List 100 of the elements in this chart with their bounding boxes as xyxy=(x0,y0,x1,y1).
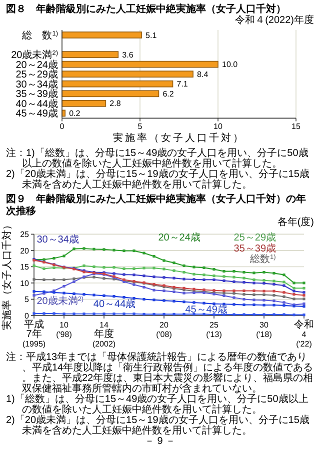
bar xyxy=(62,32,142,38)
point xyxy=(142,312,146,316)
point xyxy=(62,312,66,316)
x-tick-label: 15 xyxy=(292,122,301,132)
point xyxy=(252,272,256,274)
point xyxy=(132,274,136,276)
point xyxy=(212,274,216,278)
point xyxy=(162,259,166,262)
point xyxy=(112,272,116,275)
point xyxy=(112,248,116,252)
point xyxy=(252,278,256,282)
x-tick-label: 14 年度 (2002) xyxy=(92,320,116,348)
x-tick-label: 0 xyxy=(60,122,65,132)
text: 25～29歳 xyxy=(234,232,276,244)
point xyxy=(62,278,66,282)
point xyxy=(32,290,36,293)
line-series xyxy=(32,264,306,290)
point xyxy=(62,284,66,288)
point xyxy=(32,294,36,297)
chart-subtitle: 令和４(2022)年度 xyxy=(235,14,314,26)
point xyxy=(172,300,176,302)
y-tick-label: 5 xyxy=(24,295,30,304)
point xyxy=(152,276,156,278)
point xyxy=(72,277,76,280)
point xyxy=(182,278,186,280)
point xyxy=(102,312,106,316)
point xyxy=(242,281,246,284)
y-tick-label: 45～49歳 xyxy=(16,108,58,120)
point xyxy=(92,248,96,250)
x-tick-label: 25 ('13) xyxy=(206,320,222,339)
point xyxy=(272,294,276,297)
data-label: 2.8 xyxy=(110,99,122,108)
point xyxy=(302,305,306,308)
point xyxy=(212,278,216,282)
data-label: 7.1 xyxy=(176,80,188,89)
point xyxy=(242,270,246,274)
point xyxy=(152,266,156,270)
point xyxy=(82,264,86,268)
point xyxy=(302,291,306,294)
point xyxy=(82,312,86,316)
text: 注：平成13年までは「母体保護統計報告」による暦年の数値であり、平成14年度以降は「衛生行政報告例」による年度の数値である。また、平成22年度は、東日本大震災の影響により、福島県の相双保健福祉事務所管轄内の市町村が含まれていない。 xyxy=(6,351,314,394)
point xyxy=(122,273,126,276)
point xyxy=(272,290,276,292)
point xyxy=(172,312,176,316)
point xyxy=(232,276,236,278)
point xyxy=(262,293,266,296)
point xyxy=(72,248,76,250)
point xyxy=(152,298,156,302)
point xyxy=(162,268,166,270)
y-tick-label: 0 xyxy=(24,311,30,320)
point xyxy=(232,289,236,292)
text: 注：1)「総数」は、分母に15～49歳の女子人口を用い、分子に50歳以上の数値を除いた人工妊娠中絶件数を用いて計算した。 xyxy=(6,147,308,170)
text: 2)「20歳未満」は、分母に15～19歳の女子人口を用い、分子に15歳未満を含めた人工妊娠中絶件数を用いて計算した。 xyxy=(6,414,310,436)
point xyxy=(242,303,246,306)
y-tick-label: 総 数$^{1)}$ xyxy=(21,29,58,42)
point xyxy=(242,293,246,296)
x-tick-label: 10 xyxy=(214,122,223,132)
bar xyxy=(62,80,174,88)
point xyxy=(212,302,216,306)
point xyxy=(142,274,146,278)
point xyxy=(282,280,286,284)
y-tick-label: 20～24歳 xyxy=(16,58,58,71)
point xyxy=(292,298,296,300)
point xyxy=(222,279,226,282)
point xyxy=(172,269,176,272)
point xyxy=(302,294,306,297)
text: － 9 － xyxy=(144,436,176,447)
chart-subtitle: 各年(度) xyxy=(277,216,314,228)
bar xyxy=(62,100,106,107)
point xyxy=(242,289,246,292)
point xyxy=(152,288,156,292)
point xyxy=(302,286,306,290)
point xyxy=(202,312,206,316)
data-label: 3.6 xyxy=(122,50,134,60)
point xyxy=(252,289,256,292)
y-tick-label: 40～44歳 xyxy=(16,98,58,110)
point xyxy=(82,293,86,296)
series-label: 20歳未満$^{2)}$ xyxy=(36,294,84,307)
point xyxy=(262,298,266,302)
point xyxy=(52,278,56,282)
point xyxy=(272,282,276,286)
point xyxy=(282,301,286,304)
y-axis-title: 実施率（女子人口千対） xyxy=(1,220,13,330)
point xyxy=(282,291,286,294)
point xyxy=(192,266,196,268)
series-label: 45～49歳 xyxy=(185,304,228,316)
point xyxy=(52,266,56,269)
point xyxy=(272,272,276,275)
point xyxy=(192,301,196,304)
y-tick-label: 30～34歳 xyxy=(16,78,58,90)
y-tick-label: 25 xyxy=(20,230,30,239)
data-label: 6.2 xyxy=(162,89,174,98)
series-label: 20～24歳 xyxy=(158,232,200,244)
point xyxy=(182,264,186,268)
point xyxy=(172,290,176,294)
point xyxy=(222,294,226,297)
point xyxy=(132,249,136,252)
point xyxy=(292,290,296,292)
text: 35～39歳 xyxy=(234,242,276,254)
data-label: 8.4 xyxy=(197,70,209,79)
